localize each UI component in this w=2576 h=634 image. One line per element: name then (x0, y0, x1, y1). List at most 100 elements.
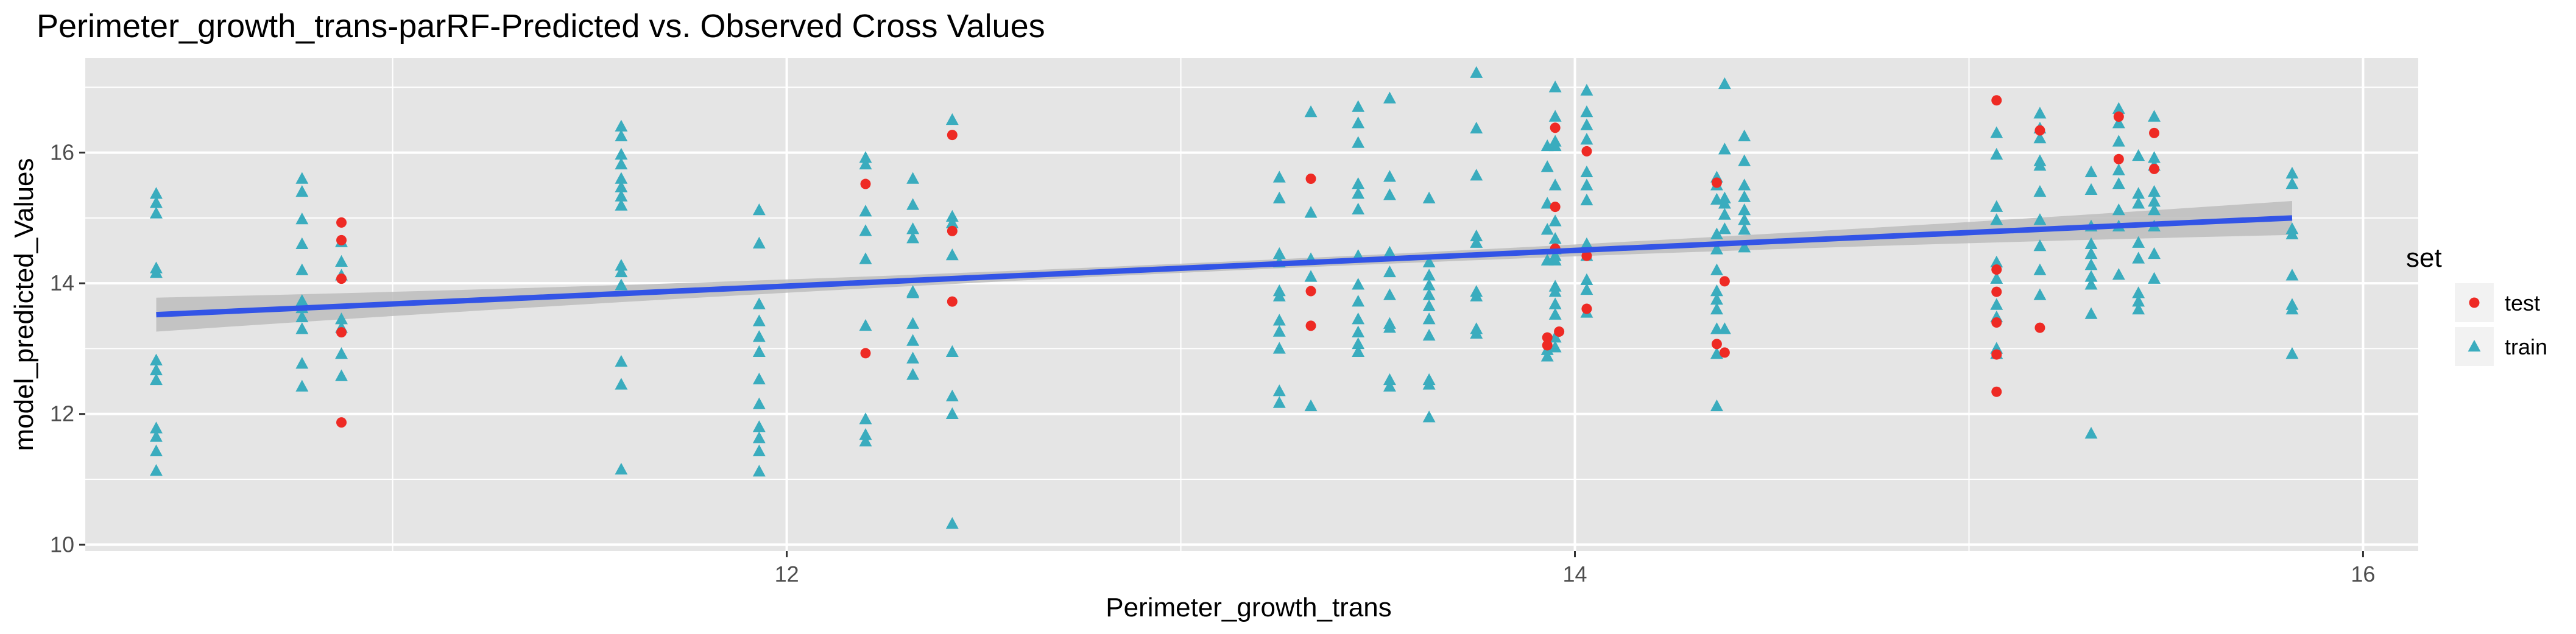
point-train (295, 322, 309, 334)
point-train (2033, 185, 2047, 197)
x-tick-label: 14 (1562, 562, 1587, 586)
point-train (2132, 252, 2145, 264)
point-train (150, 444, 163, 457)
point-test (2113, 111, 2124, 122)
point-test (947, 130, 958, 141)
point-train (1990, 272, 2003, 284)
point-train (615, 259, 628, 271)
point-train (2148, 110, 2161, 122)
point-train (1580, 133, 1593, 145)
point-test (1550, 202, 1561, 213)
point-train (1710, 399, 1723, 412)
point-test (860, 348, 871, 359)
legend: set test train (2406, 243, 2547, 366)
point-train (615, 265, 628, 278)
point-train (1304, 105, 1318, 118)
point-test (1719, 276, 1730, 287)
point-train (2112, 135, 2125, 147)
point-train (1580, 83, 1593, 96)
point-train (1422, 378, 1436, 390)
y-tick-label: 12 (50, 401, 74, 426)
point-train (335, 369, 348, 381)
point-test (1554, 326, 1565, 337)
point-train (1470, 236, 1483, 248)
point-train (906, 198, 920, 210)
point-train (752, 330, 766, 342)
point-train (1738, 203, 1751, 216)
point-train (752, 345, 766, 358)
point-train (1422, 299, 1436, 311)
point-train (906, 172, 920, 184)
point-train (945, 113, 959, 125)
point-train (906, 231, 920, 244)
point-train (150, 266, 163, 278)
point-train (1383, 379, 1396, 392)
point-train (2132, 303, 2145, 315)
point-train (1272, 247, 1286, 259)
legend-label-test: test (2505, 291, 2540, 315)
point-train (335, 312, 348, 325)
point-train (1738, 154, 1751, 166)
point-train (1383, 288, 1396, 300)
point-train (150, 421, 163, 434)
point-train (1548, 297, 1562, 309)
point-train (1548, 110, 1562, 122)
y-tick-label: 14 (50, 270, 74, 295)
point-train (2112, 116, 2125, 129)
point-train (1352, 116, 1365, 129)
point-train (150, 430, 163, 442)
point-train (150, 196, 163, 208)
point-train (1580, 165, 1593, 177)
point-train (295, 237, 309, 250)
regression-line (156, 215, 2293, 318)
point-train (2148, 151, 2161, 163)
point-train (2148, 185, 2161, 197)
point-train (2033, 239, 2047, 252)
point-test (336, 417, 347, 428)
point-train (1352, 295, 1365, 307)
point-train (859, 151, 872, 163)
point-train (906, 368, 920, 380)
point-train (1304, 206, 1318, 218)
point-train (1990, 200, 2003, 212)
point-train (1272, 191, 1286, 203)
point-train (1548, 139, 1562, 152)
point-train (2033, 107, 2047, 119)
point-train (2132, 295, 2145, 307)
point-train (1422, 288, 1436, 300)
point-train (2084, 247, 2098, 259)
point-train (1738, 241, 1751, 253)
point-train (1990, 147, 2003, 160)
point-train (150, 206, 163, 219)
point-train (752, 444, 766, 457)
point-train (335, 347, 348, 359)
point-test (1991, 95, 2002, 106)
point-train (615, 189, 628, 202)
point-train (1470, 289, 1483, 301)
point-train (752, 297, 766, 309)
point-train (2285, 269, 2299, 281)
point-train (295, 379, 309, 392)
point-train (859, 252, 872, 264)
chart-title: Perimeter_growth_trans-parRF-Predicted v… (37, 8, 1045, 44)
point-train (1990, 213, 2003, 225)
point-train (615, 378, 628, 390)
point-train (295, 185, 309, 197)
point-train (2285, 347, 2299, 359)
point-train (1383, 265, 1396, 278)
point-train (1548, 253, 1562, 266)
point-train (1272, 289, 1286, 301)
point-test (1711, 339, 1722, 350)
point-test (1991, 317, 2002, 328)
point-train (1738, 213, 1751, 225)
point-test (2149, 163, 2160, 174)
point-test (336, 327, 347, 338)
point-train (906, 286, 920, 298)
point-test (1581, 146, 1592, 157)
point-train (615, 129, 628, 141)
point-train (1990, 126, 2003, 138)
point-train (615, 147, 628, 160)
point-train (859, 205, 872, 217)
point-train (945, 407, 959, 419)
point-train (2084, 258, 2098, 270)
